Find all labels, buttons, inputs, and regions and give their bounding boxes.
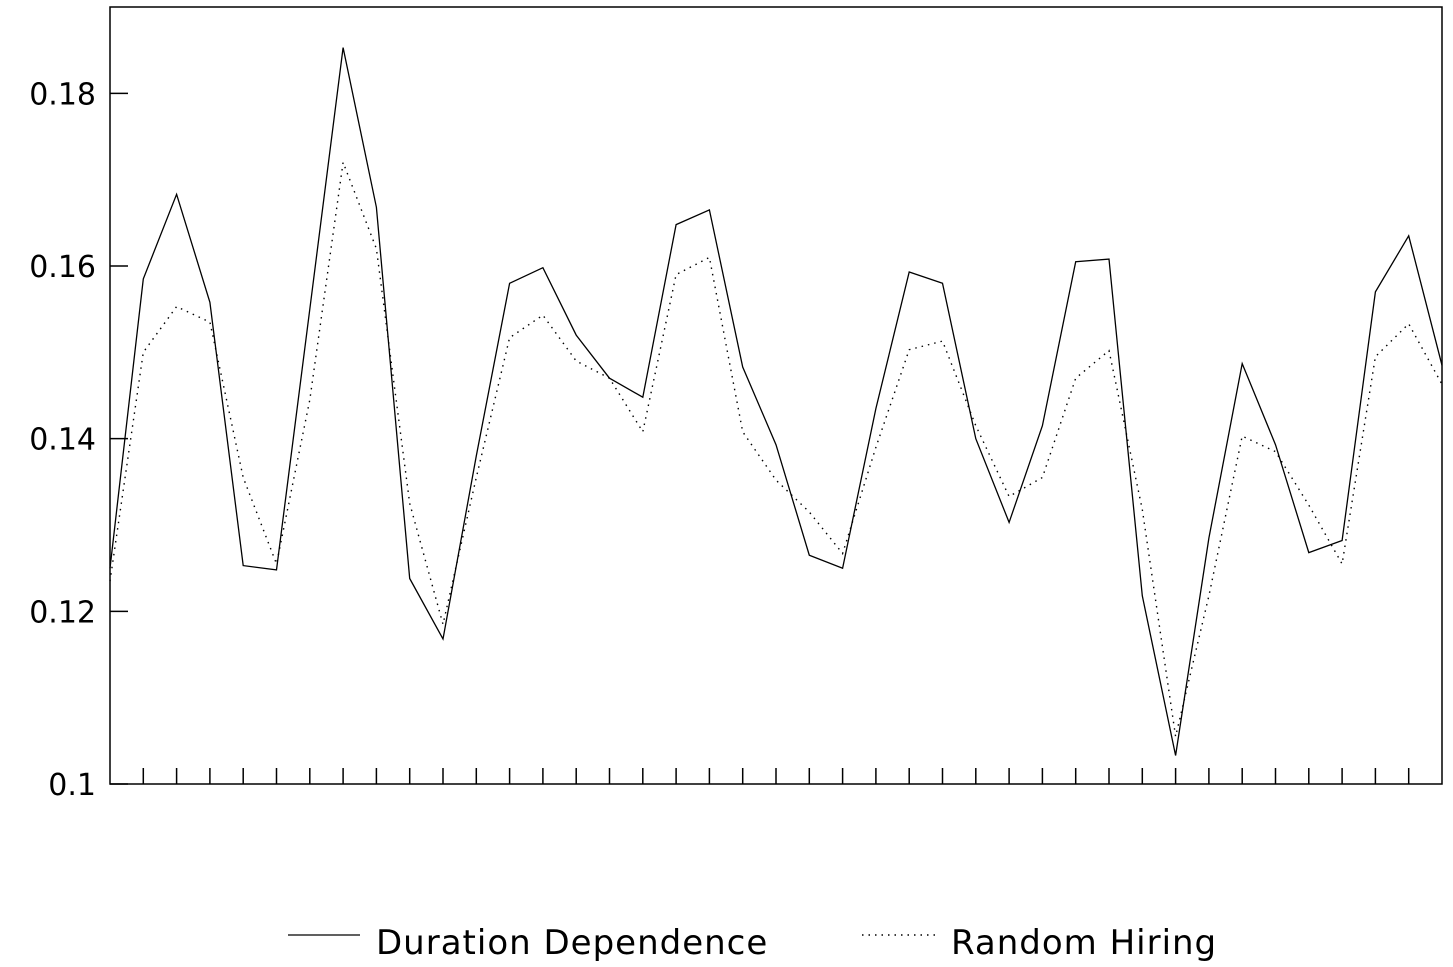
series-layer <box>109 47 1443 756</box>
series-line-duration-dependence <box>109 47 1443 756</box>
legend-label-duration-dependence: Duration Dependence <box>376 923 768 963</box>
y-tick-label: 0.12 <box>29 595 96 630</box>
y-tick-label: 0.18 <box>29 77 96 112</box>
x-axis <box>142 768 1410 784</box>
series-line-random-hiring <box>109 159 1443 737</box>
legend: Duration Dependence Random Hiring <box>288 923 1217 963</box>
y-tick-label: 0.16 <box>29 250 96 285</box>
y-tick-label: 0.14 <box>29 423 96 458</box>
y-tick-label: 0.1 <box>48 768 96 803</box>
y-axis: 0.1 0.12 0.14 0.16 0.18 <box>29 77 128 803</box>
legend-label-random-hiring: Random Hiring <box>951 923 1217 963</box>
